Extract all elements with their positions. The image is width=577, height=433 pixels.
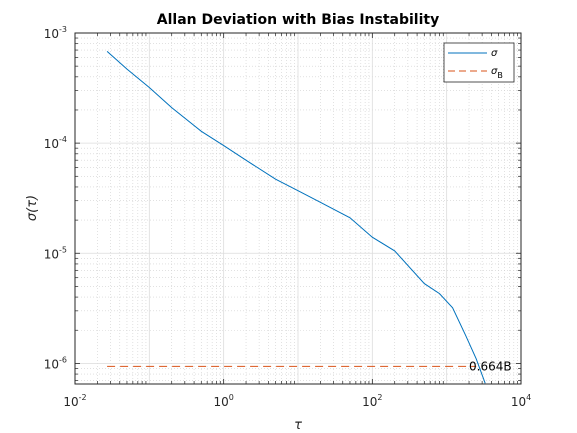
y-tick-exponent: -3 xyxy=(59,25,67,34)
legend-sigma-b-symbol: σ xyxy=(491,66,498,77)
legend: σ σB xyxy=(443,42,515,83)
chart-title: Allan Deviation with Bias Instability xyxy=(157,12,439,28)
x-tick-exponent: -2 xyxy=(79,393,87,402)
y-tick-label: 10-5 xyxy=(44,245,67,261)
y-tick-label: 10-4 xyxy=(44,135,67,151)
x-tick-base: 10 xyxy=(362,395,377,409)
x-tick-label: 100 xyxy=(213,393,233,409)
y-tick-exponent: -6 xyxy=(59,355,67,364)
x-axis-label: τ xyxy=(294,418,302,433)
series-layer xyxy=(106,51,486,384)
legend-label-sigma-b: σB xyxy=(491,66,503,80)
plot-frame xyxy=(74,32,522,385)
y-tick-label: 10-6 xyxy=(44,355,67,371)
x-tick-label: 10-2 xyxy=(63,393,86,409)
x-tick-label: 104 xyxy=(511,393,531,409)
y-tick-labels: 10-610-510-410-3 xyxy=(44,25,67,371)
y-tick-exponent: -4 xyxy=(59,135,67,144)
x-tick-exponent: 0 xyxy=(229,393,234,402)
x-tick-labels: 10-2 100 102 104 xyxy=(63,393,531,409)
tick-marks xyxy=(74,32,522,384)
y-axis-label: σ(τ) xyxy=(25,195,40,221)
y-tick-base: 10 xyxy=(44,137,59,151)
y-tick-base: 10 xyxy=(44,27,59,41)
x-tick-base: 10 xyxy=(63,395,78,409)
x-tick-label: 102 xyxy=(362,393,382,409)
x-tick-base: 10 xyxy=(213,395,228,409)
x-tick-exponent: 2 xyxy=(377,393,382,402)
y-tick-base: 10 xyxy=(44,247,59,261)
legend-sigma-b-subscript: B xyxy=(497,71,503,80)
bias-instability-label: 0.664B xyxy=(469,359,512,373)
x-tick-base: 10 xyxy=(511,395,526,409)
legend-label-sigma: σ xyxy=(491,48,498,59)
legend-box xyxy=(443,42,515,83)
y-tick-label: 10-3 xyxy=(44,25,67,41)
y-tick-base: 10 xyxy=(44,357,59,371)
annotations: 0.664B xyxy=(469,359,512,373)
x-tick-exponent: 4 xyxy=(526,393,531,402)
sigma-line xyxy=(106,51,486,384)
y-tick-exponent: -5 xyxy=(59,245,67,254)
